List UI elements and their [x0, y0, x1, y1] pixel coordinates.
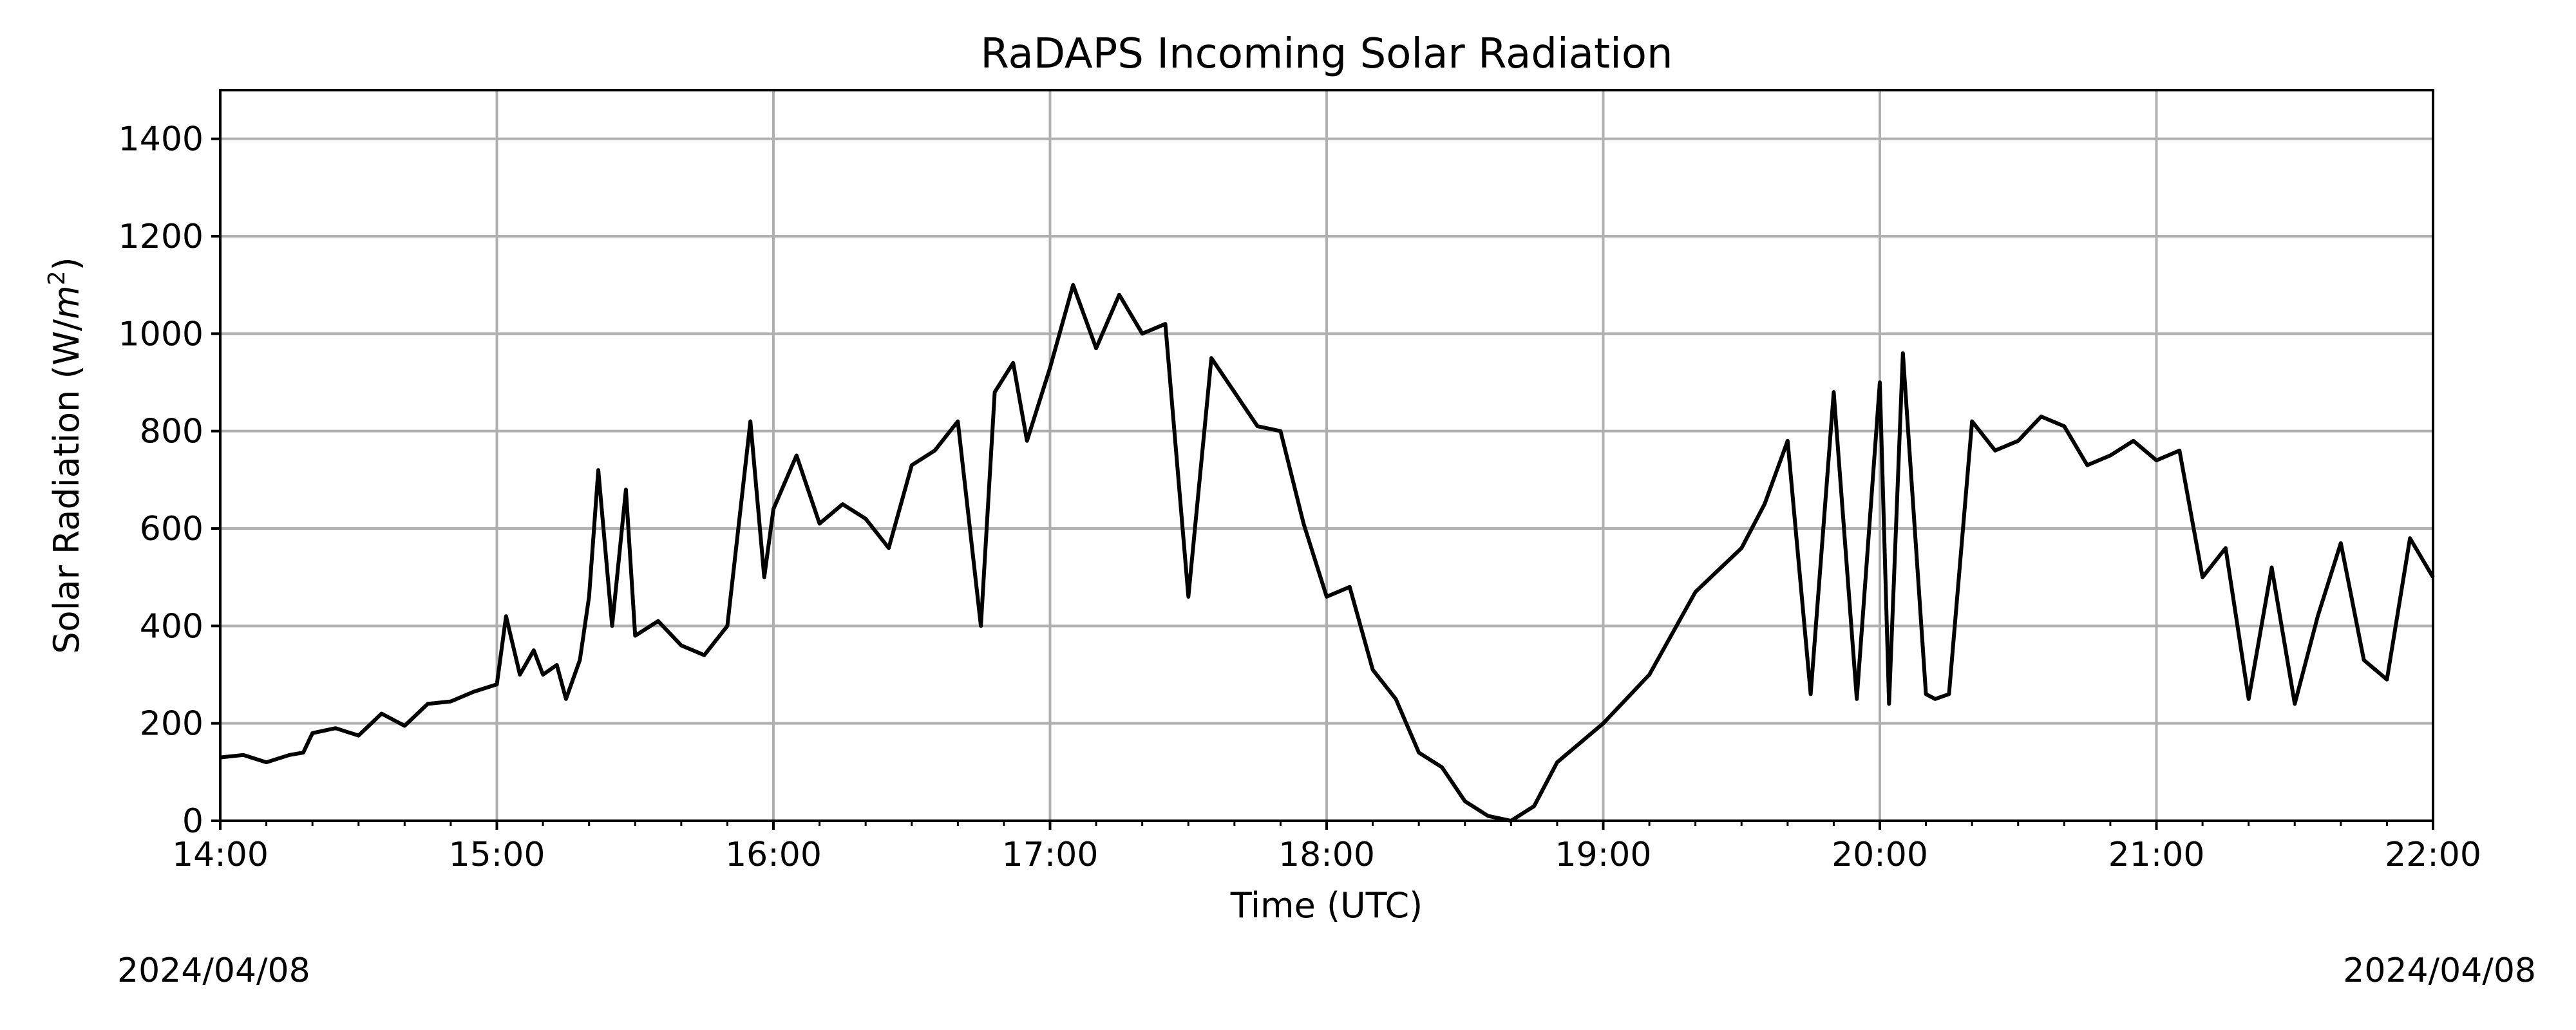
- y-tick-label: 1400: [118, 120, 204, 159]
- x-tick-label: 15:00: [449, 836, 545, 874]
- y-axis-title-prefix: Solar Radiation (W/: [46, 319, 87, 654]
- y-axis-title-exponent: 2: [44, 270, 70, 285]
- x-tick-label: 16:00: [725, 836, 822, 874]
- x-axis-title: Time (UTC): [1230, 885, 1423, 926]
- x-tick-label: 17:00: [1002, 836, 1099, 874]
- y-tick-label: 800: [140, 413, 204, 451]
- y-axis-title-suffix: ): [46, 257, 87, 270]
- y-tick-label: 1000: [118, 315, 204, 353]
- y-tick-label: 1200: [118, 218, 204, 256]
- x-tick-label: 22:00: [2385, 836, 2481, 874]
- y-tick-label: 600: [140, 510, 204, 548]
- x-tick-label: 19:00: [1555, 836, 1652, 874]
- x-tick-label: 21:00: [2108, 836, 2205, 874]
- ticks-layer: 14:00 15:00 16:00 17:00 18:00 19:00 20:00 21:00…: [118, 120, 2481, 874]
- y-axis-title: Solar Radiation (W/m2): [44, 257, 87, 653]
- date-label-right: 2024/04/08: [2343, 951, 2536, 990]
- grid-layer: [219, 90, 2434, 821]
- y-axis-title-unit: m: [46, 285, 87, 319]
- y-tick-label: 0: [182, 802, 204, 841]
- series-line: [220, 283, 2435, 823]
- y-tick-label: 200: [140, 705, 204, 744]
- date-label-left: 2024/04/08: [117, 951, 310, 990]
- y-tick-label: 400: [140, 607, 204, 646]
- chart-title: RaDAPS Incoming Solar Radiation: [980, 30, 1672, 78]
- x-tick-label: 20:00: [1832, 836, 1928, 874]
- x-tick-label: 18:00: [1278, 836, 1375, 874]
- data-layer: [220, 283, 2435, 823]
- x-tick-label: 14:00: [172, 836, 269, 874]
